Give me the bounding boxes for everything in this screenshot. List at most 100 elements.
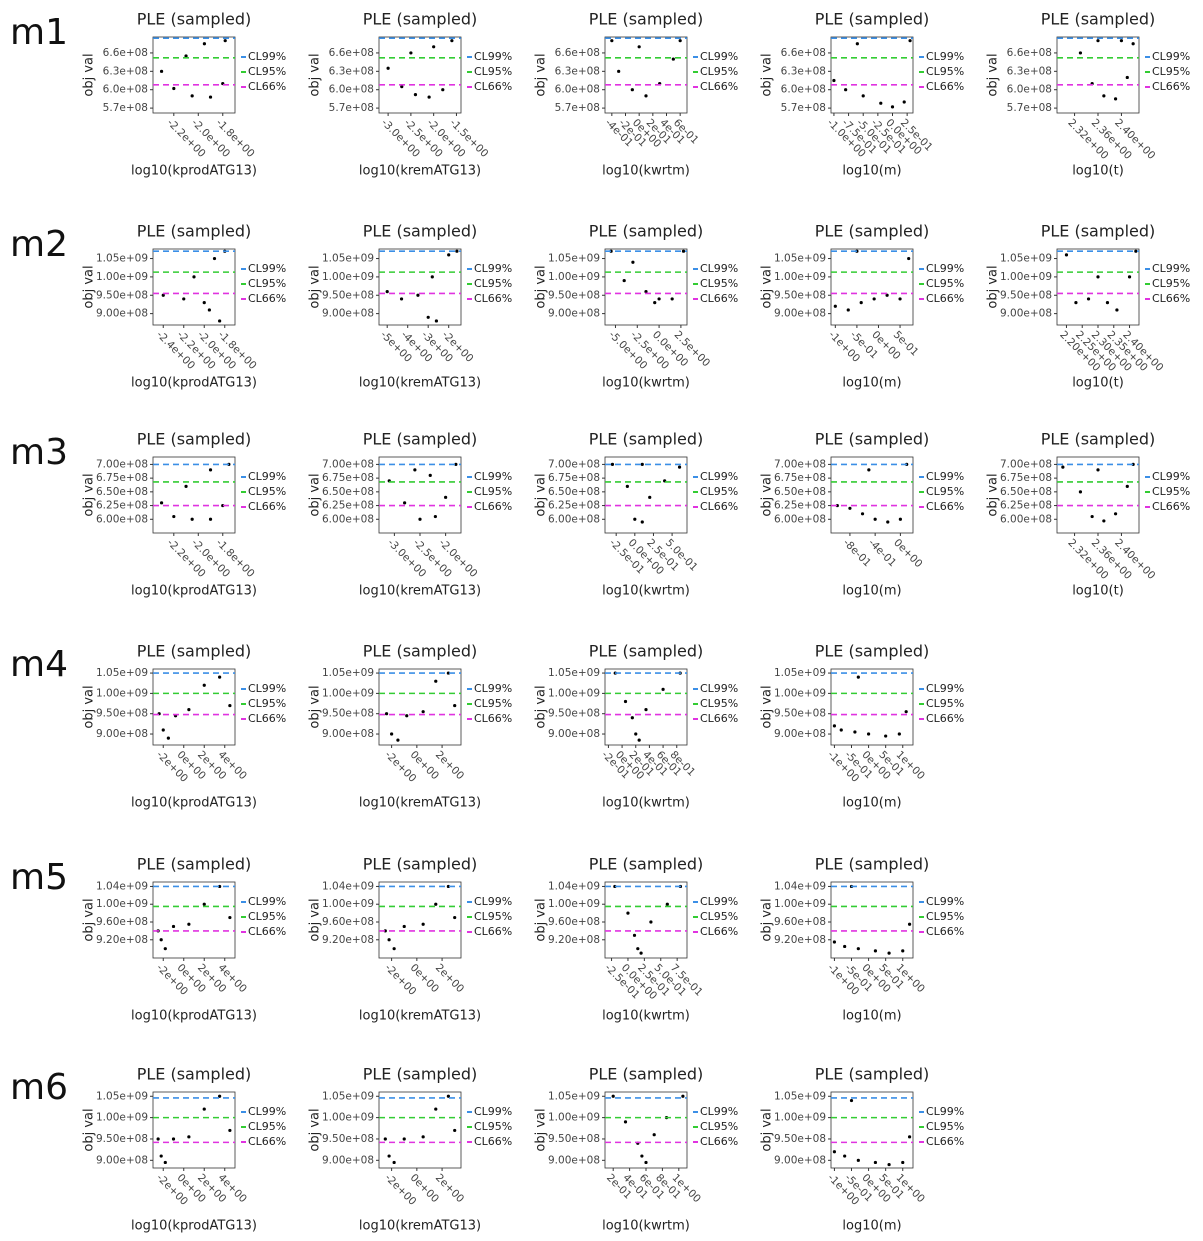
plot-area xyxy=(152,36,236,114)
legend-label: CL95% xyxy=(700,485,738,498)
point xyxy=(634,732,638,736)
point xyxy=(187,708,191,712)
legend-label: CL99% xyxy=(926,50,964,63)
legend-label: CL99% xyxy=(926,1105,964,1118)
y-axis-label: obj val xyxy=(534,685,549,728)
point xyxy=(455,249,459,253)
chart-title: PLE (sampled) xyxy=(589,430,704,449)
chart-title: PLE (sampled) xyxy=(137,10,252,29)
point xyxy=(453,915,457,920)
point xyxy=(202,1107,206,1111)
point xyxy=(844,88,848,92)
point xyxy=(611,1094,615,1098)
legend-label: CL99% xyxy=(926,470,964,483)
point xyxy=(678,39,682,43)
y-tick-label: 6.00e+08 xyxy=(548,513,600,525)
y-tick-label: 1.05e+09 xyxy=(96,253,148,265)
legend-label: CL66% xyxy=(474,500,512,513)
point xyxy=(202,301,206,305)
point xyxy=(450,39,454,43)
y-tick-label: 9.60e+08 xyxy=(774,916,826,928)
y-axis-label: obj val xyxy=(534,265,549,308)
point xyxy=(1127,275,1132,279)
point xyxy=(385,289,389,294)
y-tick-label: 6.3e+08 xyxy=(329,65,374,77)
legend-label: CL99% xyxy=(700,50,738,63)
x-axis-label: log10(kprodATG13) xyxy=(131,376,257,391)
point xyxy=(832,1150,837,1154)
y-tick-label: 1.05e+09 xyxy=(548,667,600,679)
row-label: m2 xyxy=(10,224,68,265)
chart-title: PLE (sampled) xyxy=(363,1065,478,1084)
y-tick-label: 6.75e+08 xyxy=(96,472,148,484)
point xyxy=(228,1128,232,1133)
y-tick-label: 9.00e+08 xyxy=(96,728,148,740)
point xyxy=(446,1094,450,1098)
x-axis-label: log10(t) xyxy=(1072,164,1124,179)
legend-label: CL95% xyxy=(474,910,512,923)
plot-area xyxy=(1056,36,1140,114)
y-tick-label: 9.50e+08 xyxy=(774,289,826,301)
point xyxy=(886,520,890,524)
legend-label: CL99% xyxy=(248,682,286,695)
x-axis-label: log10(m) xyxy=(842,584,901,599)
y-tick-label: 6.25e+08 xyxy=(548,500,600,512)
point xyxy=(657,297,661,301)
point xyxy=(384,712,389,716)
point xyxy=(403,501,407,505)
point xyxy=(430,275,434,279)
legend-label: CL95% xyxy=(700,1120,738,1133)
chart-title: PLE (sampled) xyxy=(815,10,930,29)
point xyxy=(1078,490,1083,494)
y-tick-label: 6.00e+08 xyxy=(322,513,374,525)
point xyxy=(1115,308,1119,312)
legend-label: CL66% xyxy=(248,925,286,938)
y-tick-label: 6.6e+08 xyxy=(781,47,826,59)
plot-area xyxy=(604,881,688,959)
point xyxy=(1119,39,1124,43)
legend-label: CL95% xyxy=(700,910,738,923)
y-tick-label: 9.00e+08 xyxy=(774,308,826,320)
y-tick-label: 9.00e+08 xyxy=(322,1154,374,1166)
point xyxy=(884,734,888,738)
y-tick-label: 9.00e+08 xyxy=(322,308,374,320)
point xyxy=(1074,301,1078,305)
point xyxy=(202,902,206,906)
point xyxy=(1131,462,1135,467)
plot-area xyxy=(378,1091,462,1169)
point xyxy=(681,1094,685,1098)
row-label: m3 xyxy=(10,432,68,473)
point xyxy=(1134,249,1138,253)
y-tick-label: 9.20e+08 xyxy=(548,934,600,946)
point xyxy=(626,911,630,915)
x-axis-label: log10(kremATG13) xyxy=(359,796,481,811)
y-tick-label: 9.50e+08 xyxy=(548,289,600,301)
x-axis-label: log10(m) xyxy=(842,796,901,811)
y-tick-label: 6.6e+08 xyxy=(329,47,374,59)
point xyxy=(610,462,615,467)
y-axis-label: obj val xyxy=(308,473,323,516)
y-tick-label: 6.00e+08 xyxy=(774,513,826,525)
y-tick-label: 6.0e+08 xyxy=(103,84,148,96)
y-axis-label: obj val xyxy=(760,685,775,728)
point xyxy=(632,933,637,937)
point xyxy=(665,902,669,906)
point xyxy=(212,256,217,261)
legend-label: CL95% xyxy=(248,277,286,290)
chart-title: PLE (sampled) xyxy=(589,1065,704,1084)
panel: PLE (sampled) 9.00e+08 9.50e+08 1.00e+09 1.0… xyxy=(82,1065,287,1234)
point xyxy=(885,293,889,297)
y-tick-label: 6.75e+08 xyxy=(774,472,826,484)
point xyxy=(1090,514,1094,519)
point xyxy=(853,730,857,734)
panel: PLE (sampled) 5.7e+08 6.0e+08 6.3e+08 6.6e+0… xyxy=(760,10,965,179)
panel: PLE (sampled) 6.00e+086.25e+08 6.50e+08 6.7… xyxy=(986,430,1191,599)
point xyxy=(832,724,837,728)
x-axis-label: log10(kwrtm) xyxy=(602,376,690,391)
y-tick-label: 9.50e+08 xyxy=(1000,289,1052,301)
point xyxy=(433,514,437,519)
point xyxy=(625,484,629,488)
point xyxy=(1102,519,1106,523)
point xyxy=(873,949,878,953)
